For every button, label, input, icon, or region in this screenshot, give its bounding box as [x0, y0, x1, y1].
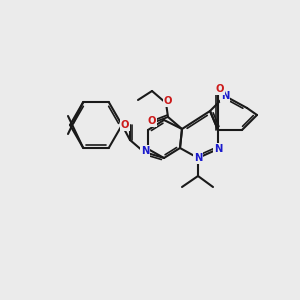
Text: O: O — [148, 116, 156, 126]
Text: N: N — [141, 146, 149, 156]
Text: N: N — [214, 144, 222, 154]
Text: O: O — [164, 96, 172, 106]
Text: O: O — [121, 120, 129, 130]
Text: O: O — [216, 84, 224, 94]
Text: N: N — [194, 153, 202, 163]
Text: N: N — [221, 91, 229, 101]
